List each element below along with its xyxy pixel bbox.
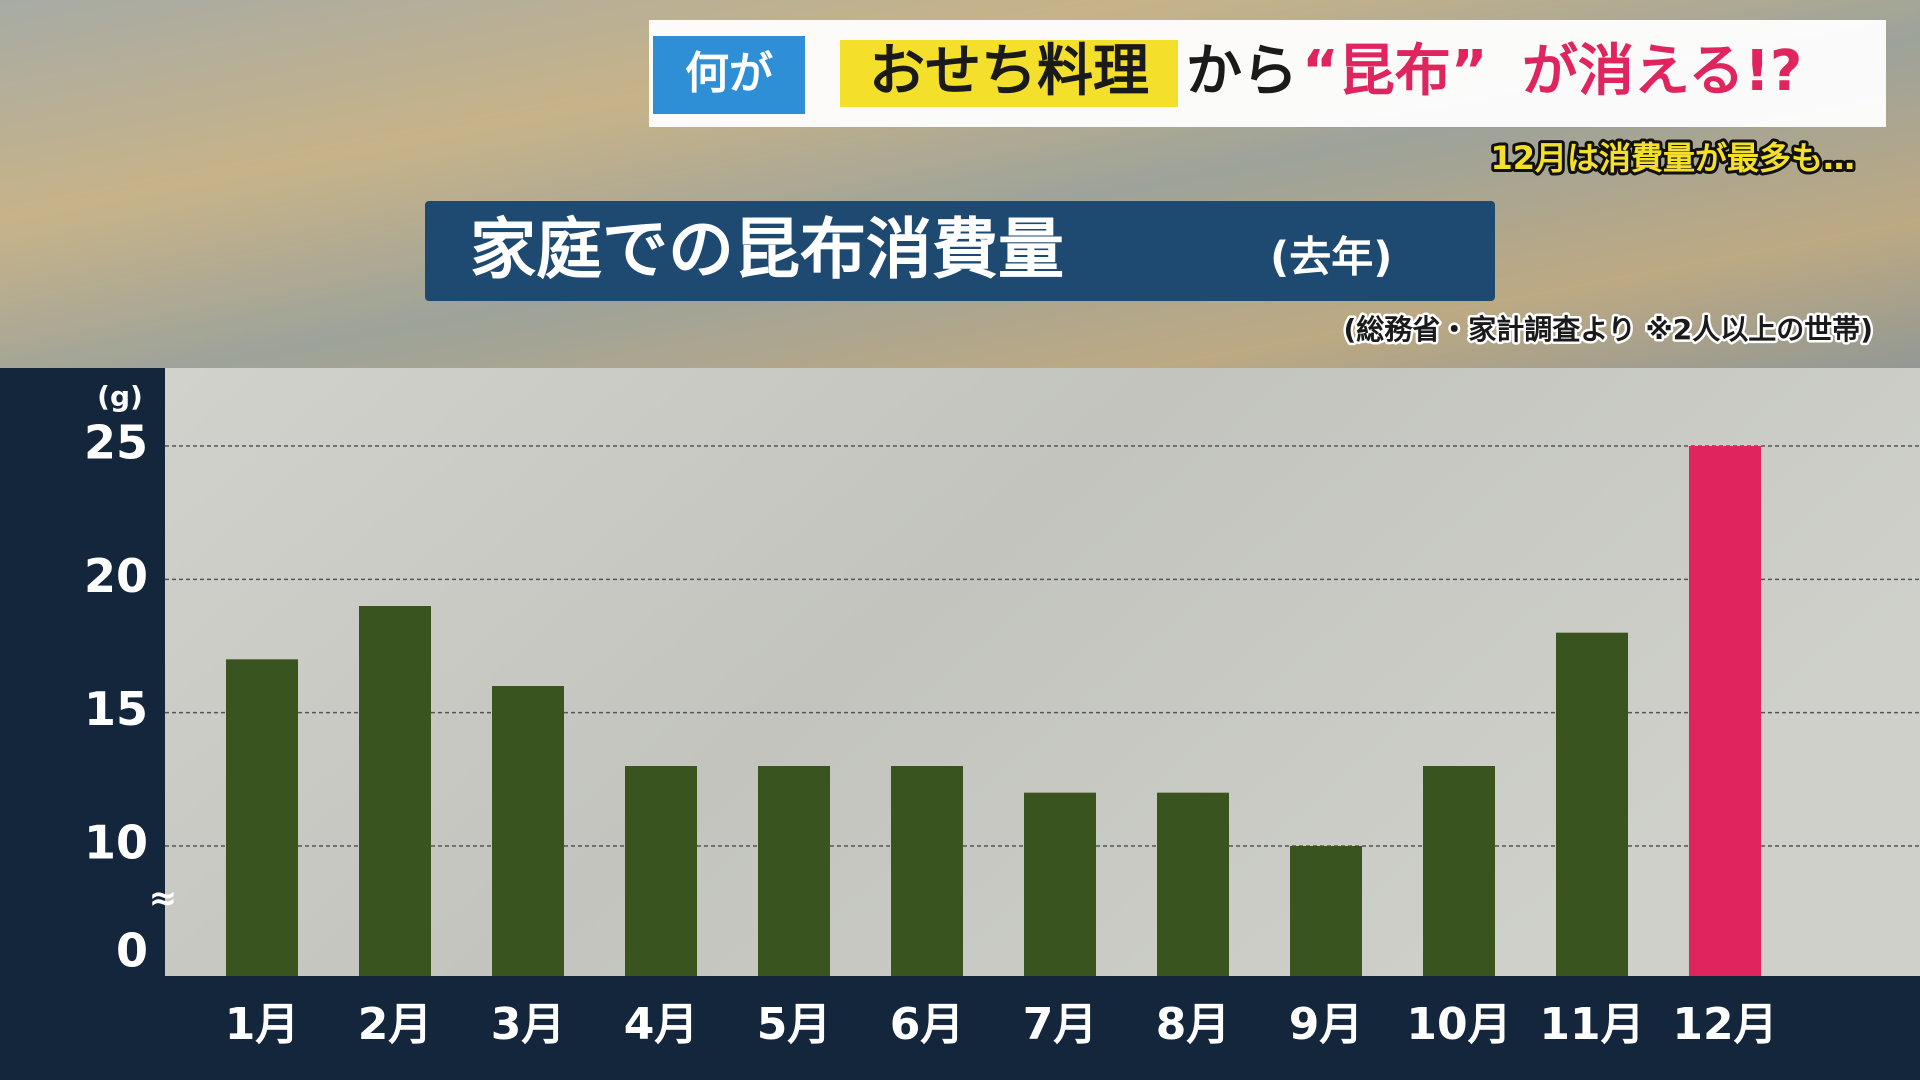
x-tick-label: 10月 <box>1406 999 1511 1050</box>
bar <box>1024 792 1096 976</box>
headline-keyword: “昆布” <box>1302 39 1488 104</box>
x-tick-label: 12月 <box>1672 999 1777 1050</box>
bar <box>1290 846 1362 976</box>
y-tick-label: 15 <box>84 682 148 736</box>
x-tick-label: 11月 <box>1539 999 1644 1050</box>
y-axis-panel <box>0 368 165 1080</box>
x-tick-label: 2月 <box>358 999 433 1050</box>
x-tick-label: 9月 <box>1289 999 1364 1050</box>
y-tick-label: 0 <box>116 924 148 978</box>
bar <box>1556 632 1628 976</box>
highlight-box <box>840 40 1178 107</box>
x-tick-label: 8月 <box>1156 999 1231 1050</box>
chart-title: 家庭での昆布消費量 <box>470 211 1064 288</box>
subline: 12月は消費量が最多も… <box>1490 139 1855 177</box>
y-tick-label: 10 <box>84 816 148 870</box>
bar <box>1423 766 1495 976</box>
x-tick-label: 4月 <box>624 999 699 1050</box>
x-axis-panel <box>0 976 1920 1080</box>
tag-text: 何が <box>685 48 773 99</box>
x-tick-label: 5月 <box>757 999 832 1050</box>
title-box <box>425 201 1495 301</box>
bar <box>1157 792 1229 976</box>
bar <box>359 606 431 976</box>
tag-box <box>653 36 805 114</box>
headline-ending: が消える!? <box>1522 39 1802 104</box>
y-tick-label: 25 <box>84 416 148 470</box>
axis-break: ≈ <box>149 879 178 919</box>
bar <box>891 766 963 976</box>
source-note: (総務省・家計調査より ※2人以上の世帯) <box>1344 313 1874 346</box>
bar <box>1689 446 1761 976</box>
y-tick-label: 20 <box>84 549 148 603</box>
headline-highlight: おせち料理 <box>869 39 1149 104</box>
y-axis-unit: (g) <box>97 380 143 413</box>
headline-middle: から <box>1186 39 1298 104</box>
x-tick-label: 3月 <box>491 999 566 1050</box>
bar <box>492 686 564 976</box>
bar <box>625 766 697 976</box>
bar <box>758 766 830 976</box>
x-tick-label: 7月 <box>1023 999 1098 1050</box>
x-tick-label: 6月 <box>890 999 965 1050</box>
x-tick-label: 1月 <box>225 999 300 1050</box>
bar <box>226 659 298 976</box>
chart-title-note: (去年) <box>1270 233 1392 282</box>
